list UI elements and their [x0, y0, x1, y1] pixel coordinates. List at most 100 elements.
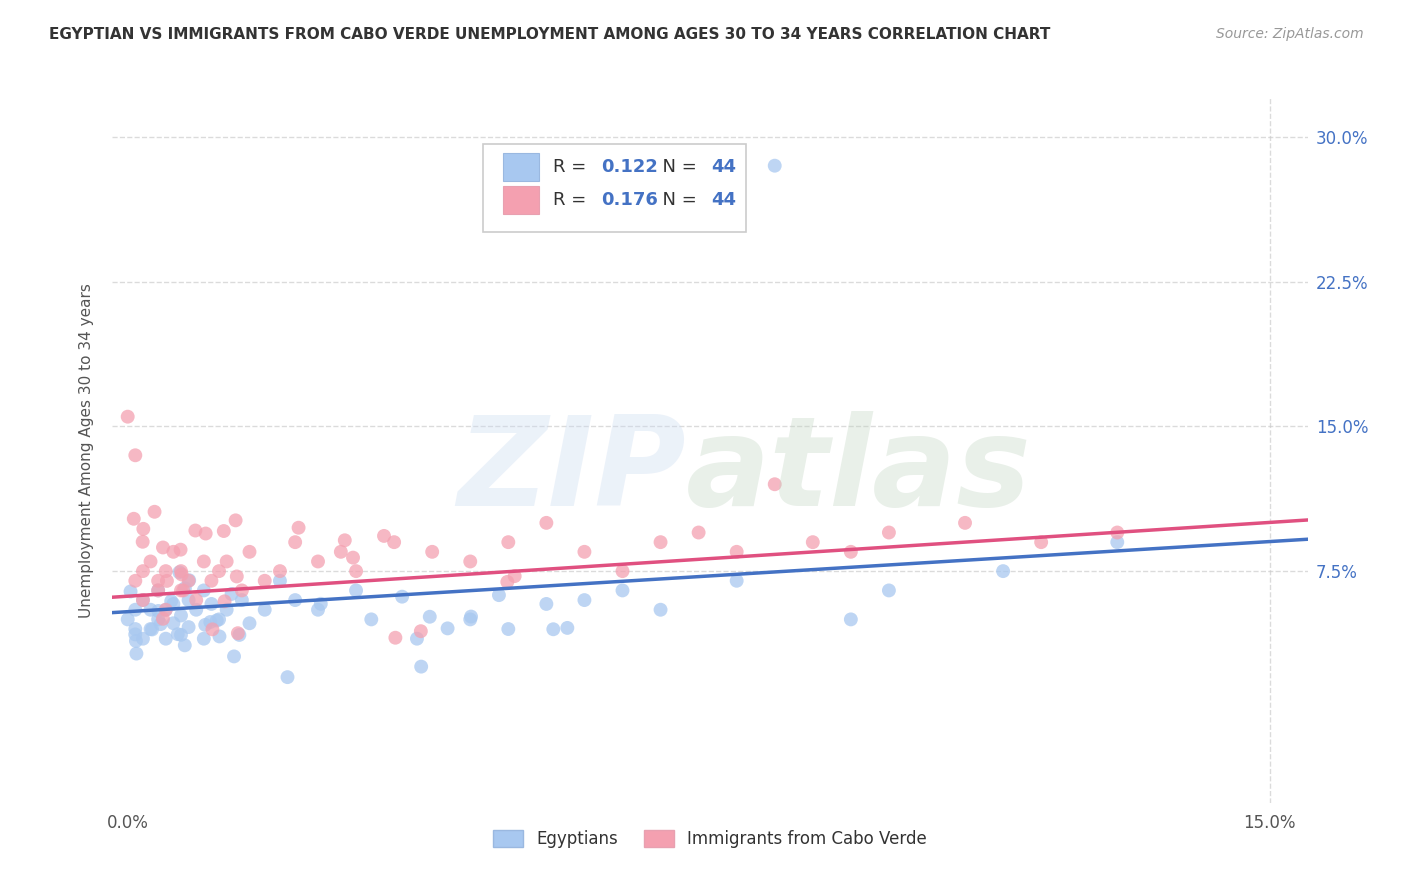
Point: [391, 590, 413, 604]
Point: [839, 545, 862, 559]
Point: [411, 659, 433, 673]
Point: [384, 631, 406, 645]
Point: [458, 612, 481, 626]
Text: R =: R =: [554, 158, 592, 177]
Y-axis label: Unemployment Among Ages 30 to 34 years: Unemployment Among Ages 30 to 34 years: [79, 283, 94, 618]
Point: [536, 516, 558, 530]
Point: [238, 545, 260, 559]
FancyBboxPatch shape: [503, 186, 538, 214]
Point: [177, 620, 200, 634]
Point: [307, 554, 329, 568]
Point: [1107, 535, 1129, 549]
Point: [344, 583, 367, 598]
Point: [498, 535, 520, 549]
Point: [120, 584, 142, 599]
Point: [169, 542, 191, 557]
Point: [155, 564, 177, 578]
Point: [574, 545, 596, 559]
Point: [139, 603, 162, 617]
Point: [186, 593, 208, 607]
Point: [419, 609, 441, 624]
Point: [543, 622, 565, 636]
Point: [725, 574, 748, 588]
Point: [215, 603, 238, 617]
Point: [149, 617, 172, 632]
Point: [953, 516, 976, 530]
Text: R =: R =: [554, 191, 592, 210]
Point: [125, 634, 148, 648]
Point: [460, 609, 482, 624]
Point: [839, 612, 862, 626]
Point: [222, 649, 245, 664]
Point: [155, 603, 177, 617]
Point: [226, 626, 249, 640]
Point: [117, 612, 139, 626]
Point: [574, 593, 596, 607]
Point: [612, 583, 634, 598]
Point: [496, 574, 519, 589]
Point: [382, 535, 405, 549]
Text: 0.176: 0.176: [602, 191, 658, 210]
Point: [253, 574, 276, 588]
Point: [201, 623, 224, 637]
Point: [284, 535, 307, 549]
Point: [307, 603, 329, 617]
Point: [650, 603, 672, 617]
Point: [194, 526, 217, 541]
Point: [215, 554, 238, 568]
Point: [208, 629, 231, 643]
Point: [763, 477, 786, 491]
Point: [193, 554, 215, 568]
Point: [1031, 535, 1053, 549]
Point: [132, 564, 155, 578]
Point: [458, 554, 481, 568]
Point: [156, 574, 179, 588]
Point: [170, 567, 193, 582]
Point: [152, 541, 174, 555]
Point: [333, 533, 356, 548]
Point: [225, 569, 247, 583]
Point: [162, 597, 184, 611]
Point: [139, 622, 162, 636]
Point: [124, 622, 146, 636]
Point: [221, 587, 243, 601]
Point: [228, 628, 250, 642]
Point: [208, 564, 231, 578]
Point: [177, 593, 200, 607]
Point: [269, 564, 291, 578]
Point: [155, 632, 177, 646]
Point: [231, 583, 253, 598]
Point: [179, 574, 201, 588]
Point: [146, 612, 169, 626]
FancyBboxPatch shape: [484, 144, 747, 232]
Point: [146, 583, 169, 598]
Text: 0.122: 0.122: [602, 158, 658, 177]
Point: [238, 616, 260, 631]
Point: [170, 583, 193, 598]
Point: [557, 621, 579, 635]
Point: [801, 535, 824, 549]
Text: atlas: atlas: [686, 411, 1032, 533]
Point: [725, 545, 748, 559]
Text: N =: N =: [651, 191, 703, 210]
Point: [172, 583, 194, 598]
Point: [409, 624, 432, 639]
Legend: Egyptians, Immigrants from Cabo Verde: Egyptians, Immigrants from Cabo Verde: [486, 822, 934, 855]
Point: [342, 550, 364, 565]
Point: [208, 612, 231, 626]
Point: [200, 597, 222, 611]
Point: [131, 534, 153, 549]
Point: [200, 574, 222, 588]
Point: [124, 448, 146, 462]
Point: [174, 581, 197, 595]
Point: [763, 159, 786, 173]
FancyBboxPatch shape: [503, 153, 538, 181]
Point: [536, 597, 558, 611]
Point: [344, 564, 367, 578]
Point: [373, 529, 395, 543]
Point: [124, 603, 146, 617]
Point: [420, 545, 443, 559]
Point: [877, 583, 900, 598]
Point: [193, 583, 215, 598]
Text: Source: ZipAtlas.com: Source: ZipAtlas.com: [1216, 27, 1364, 41]
